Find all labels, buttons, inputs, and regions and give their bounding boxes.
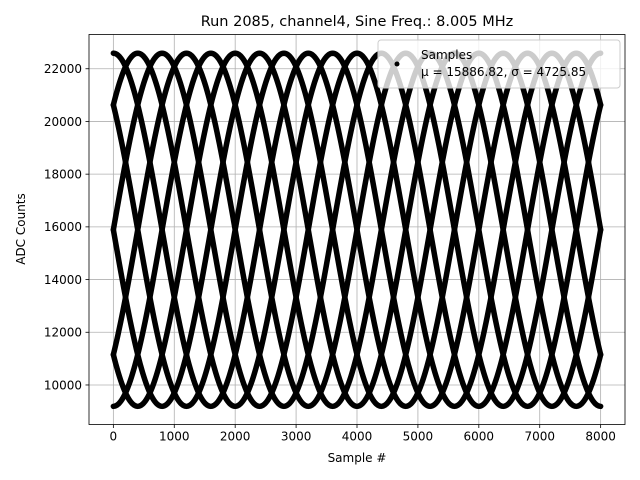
sample-trace — [110, 50, 604, 410]
legend-stats: μ = 15886.82, σ = 4725.85 — [421, 65, 586, 79]
y-tick-label: 10000 — [44, 378, 82, 392]
sample-trace — [110, 50, 604, 410]
legend-label: Samples — [421, 48, 472, 62]
y-tick-label: 20000 — [44, 115, 82, 129]
y-tick-label: 18000 — [44, 167, 82, 181]
data-points — [110, 50, 604, 410]
y-axis-label: ADC Counts — [14, 193, 28, 265]
axis-ticks: 0 1000 2000 3000 4000 5000 6000 7000 8000 10000 12… — [44, 62, 616, 443]
sample-trace — [110, 50, 604, 410]
x-tick-label: 8000 — [585, 430, 616, 444]
sample-trace — [110, 50, 604, 410]
legend: Samples μ = 15886.82, σ = 4725.85 — [377, 39, 621, 89]
chart-title: Run 2085, channel4, Sine Freq.: 8.005 MH… — [201, 14, 514, 30]
x-tick-label: 0 — [110, 430, 118, 444]
y-tick-label: 12000 — [44, 326, 82, 340]
x-axis-label: Sample # — [328, 451, 387, 465]
y-tick-label: 16000 — [44, 220, 82, 234]
x-tick-label: 6000 — [464, 430, 495, 444]
x-tick-label: 7000 — [524, 430, 555, 444]
x-tick-label: 1000 — [159, 430, 190, 444]
legend-box — [377, 39, 621, 89]
x-tick-label: 2000 — [220, 430, 251, 444]
legend-marker — [394, 61, 400, 67]
x-tick-label: 3000 — [281, 430, 312, 444]
x-tick-label: 4000 — [342, 430, 373, 444]
y-tick-label: 14000 — [44, 273, 82, 287]
y-tick-label: 22000 — [44, 62, 82, 76]
x-tick-label: 5000 — [403, 430, 434, 444]
